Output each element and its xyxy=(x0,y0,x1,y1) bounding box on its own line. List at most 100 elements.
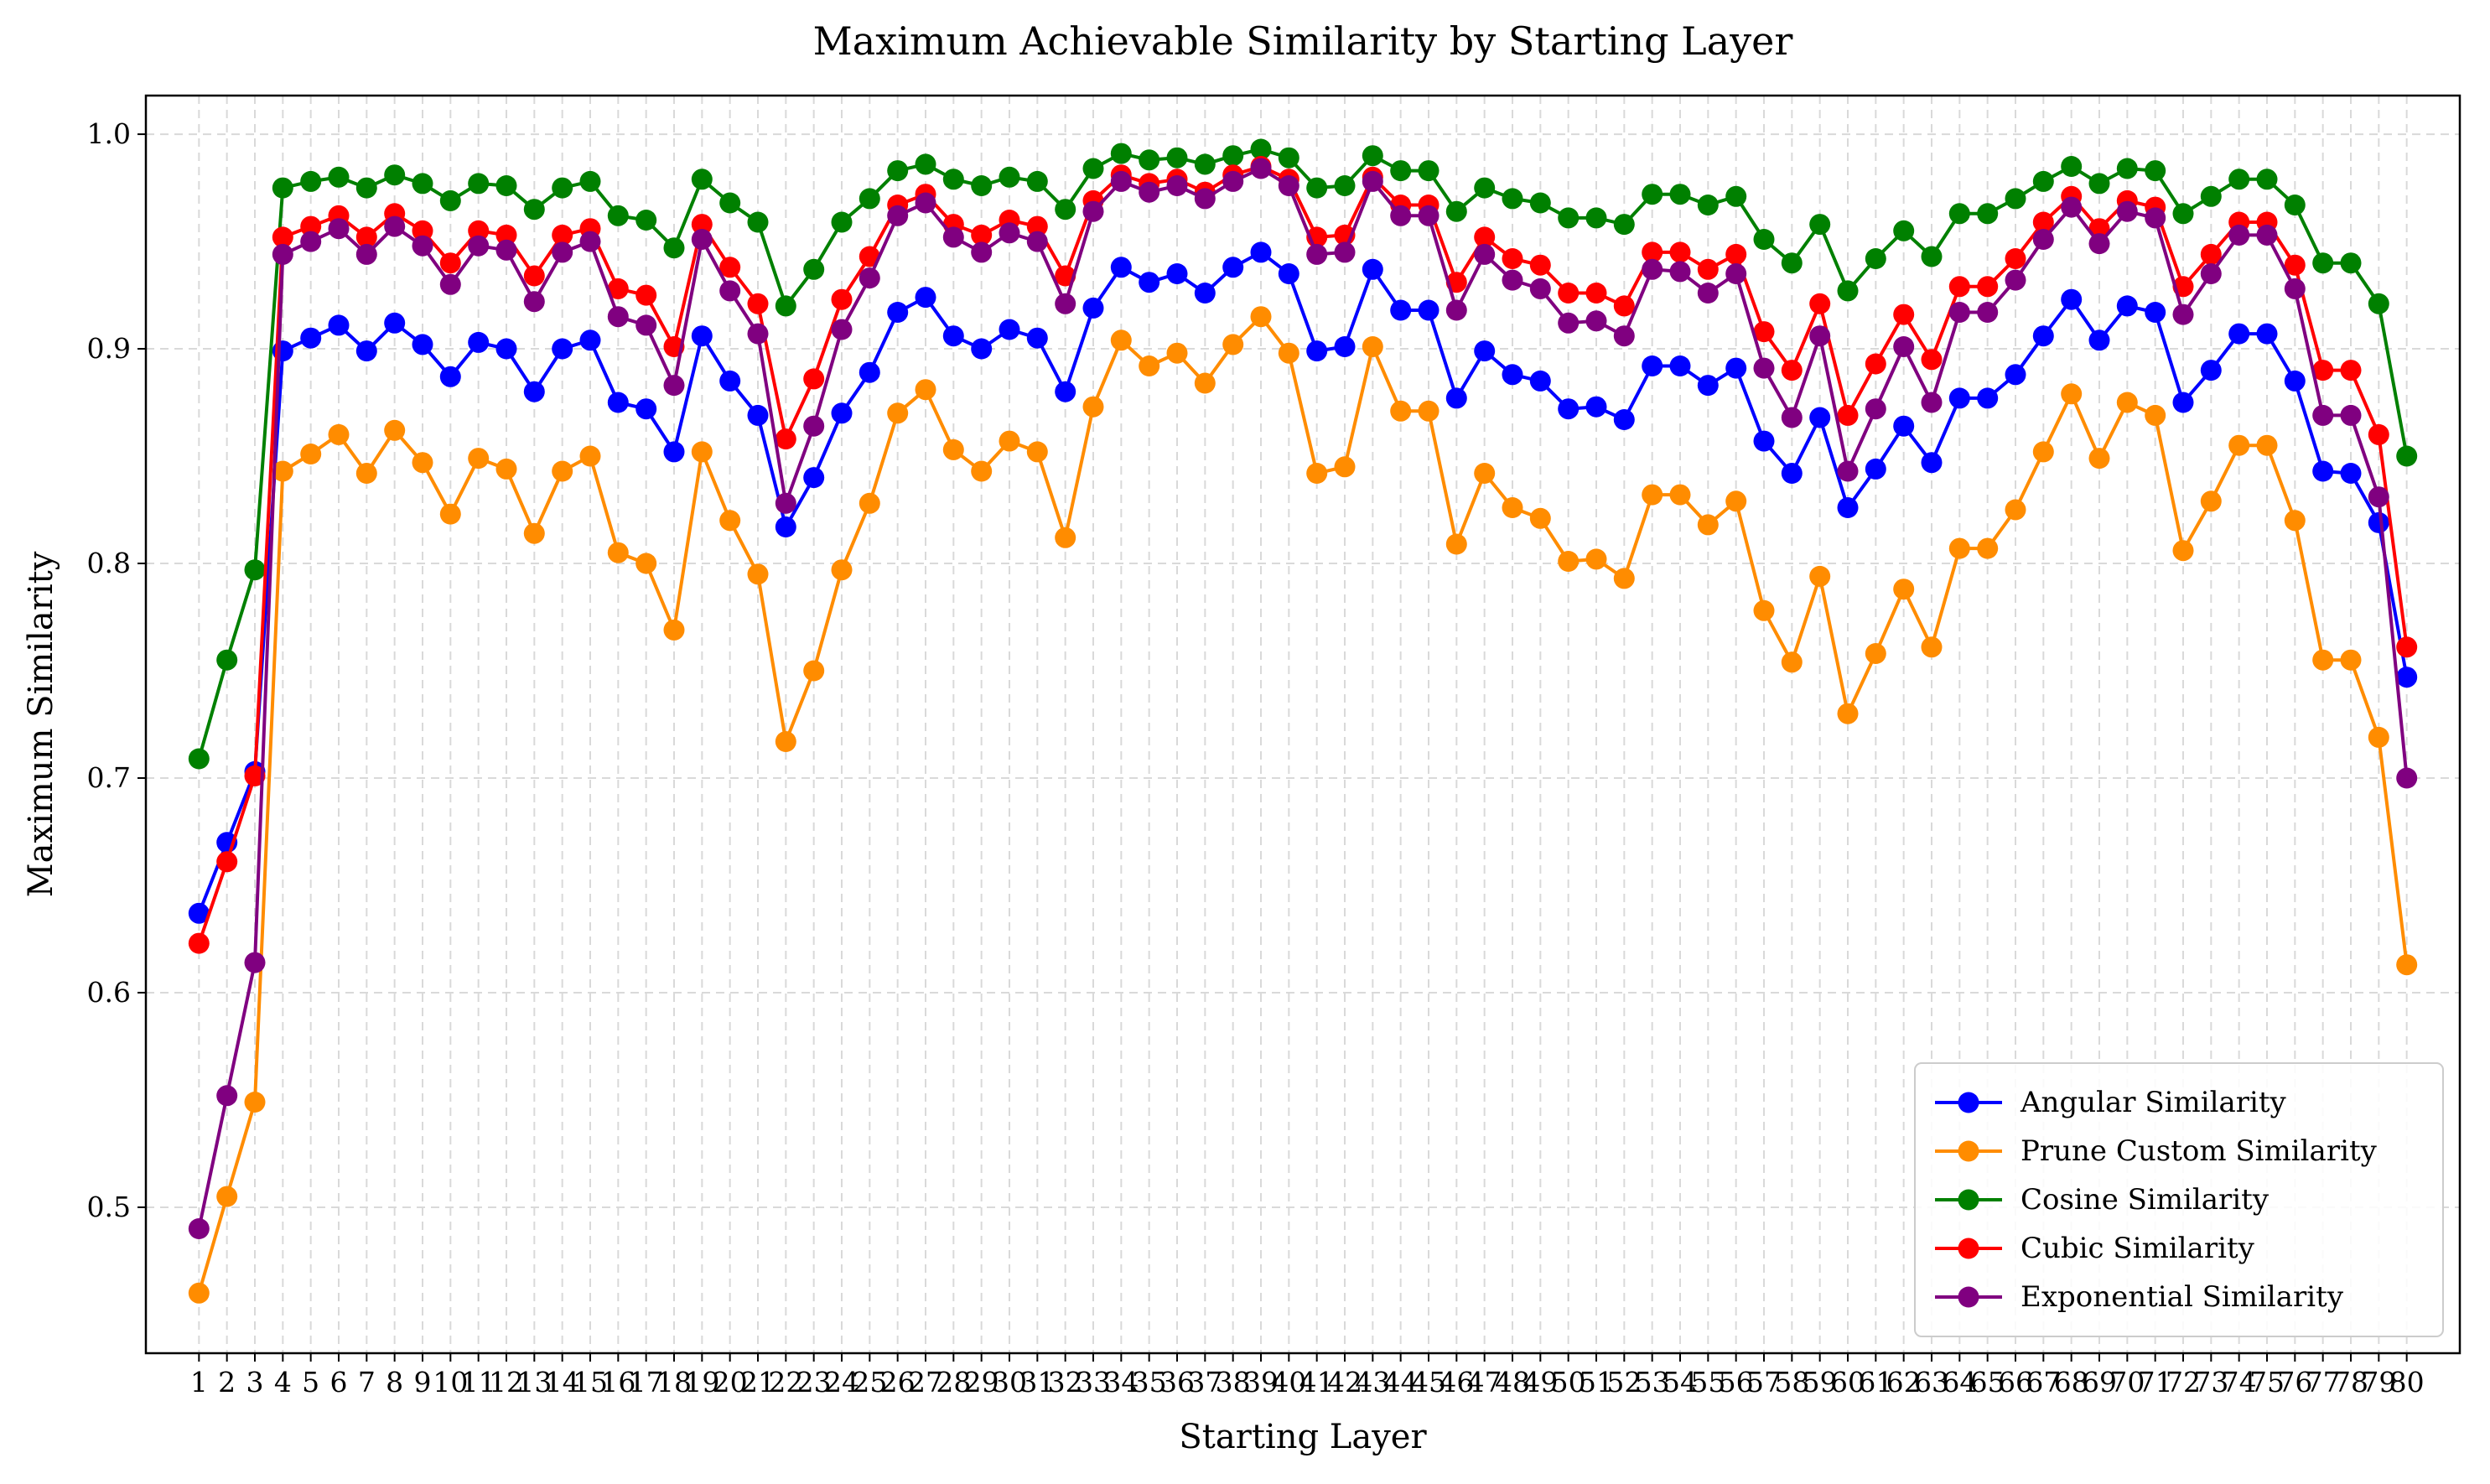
x-tick-label: 77 xyxy=(2306,1366,2341,1398)
data-point xyxy=(2088,448,2110,470)
data-point xyxy=(2005,248,2026,269)
x-tick-label: 67 xyxy=(2026,1366,2061,1398)
data-point xyxy=(1082,396,1104,418)
data-point xyxy=(719,192,741,214)
data-point xyxy=(2116,295,2138,317)
data-point xyxy=(1502,269,1523,291)
data-point xyxy=(328,218,350,240)
data-point xyxy=(1725,490,1747,512)
data-point xyxy=(1502,364,1523,386)
data-point xyxy=(635,284,657,306)
data-point xyxy=(1529,278,1551,299)
data-point xyxy=(2256,434,2278,456)
legend-label: Cubic Similarity xyxy=(2021,1232,2255,1265)
data-point xyxy=(1418,400,1440,422)
data-point xyxy=(1026,215,1048,237)
data-point xyxy=(635,553,657,574)
data-point xyxy=(1194,372,1216,394)
x-tick-label: 59 xyxy=(1803,1366,1838,1398)
data-point xyxy=(1977,537,1999,559)
x-tick-label: 20 xyxy=(713,1366,748,1398)
data-point xyxy=(552,177,573,199)
data-point xyxy=(1139,181,1160,203)
data-point xyxy=(1110,143,1132,164)
data-point xyxy=(859,361,880,383)
legend-label: Exponential Similarity xyxy=(2021,1280,2344,1314)
data-point xyxy=(1697,375,1719,397)
data-point xyxy=(216,649,238,671)
data-point xyxy=(1921,636,1943,658)
x-tick-label: 49 xyxy=(1523,1366,1558,1398)
data-point xyxy=(1474,463,1496,484)
data-point xyxy=(2284,254,2306,276)
data-point xyxy=(2088,173,2110,195)
data-point xyxy=(663,619,685,641)
data-point xyxy=(2088,218,2110,240)
x-tick-label: 7 xyxy=(358,1366,376,1398)
data-point xyxy=(1837,497,1859,518)
data-point xyxy=(1781,463,1803,484)
data-point xyxy=(747,563,769,585)
data-point xyxy=(2228,224,2250,246)
data-point xyxy=(188,902,210,924)
data-point xyxy=(2061,383,2083,405)
data-point xyxy=(2200,360,2222,381)
data-point xyxy=(2368,423,2389,445)
data-point xyxy=(384,164,406,186)
data-point xyxy=(412,220,433,241)
data-point xyxy=(663,375,685,397)
data-point xyxy=(1445,200,1467,222)
data-point xyxy=(2005,364,2026,386)
data-point xyxy=(1529,254,1551,276)
data-point xyxy=(915,379,936,401)
data-point xyxy=(1697,195,1719,215)
data-point xyxy=(2172,392,2194,413)
data-point xyxy=(1642,258,1663,280)
data-point xyxy=(607,306,629,328)
data-point xyxy=(2032,211,2054,233)
data-point xyxy=(1585,396,1607,418)
data-point xyxy=(1055,527,1076,548)
data-point xyxy=(1502,497,1523,518)
data-point xyxy=(887,302,909,323)
data-point xyxy=(1977,276,1999,298)
data-point xyxy=(1585,548,1607,570)
series-angular-similarity xyxy=(188,241,2418,924)
legend-box xyxy=(1914,1062,2444,1337)
x-tick-label: 53 xyxy=(1635,1366,1670,1398)
data-point xyxy=(1921,349,1943,371)
x-axis-ticks: 1 2 3 4 5 6 7 8 9 1011121314151617181920212223242… xyxy=(190,1353,2425,1398)
x-tick-label: 21 xyxy=(740,1366,776,1398)
data-point xyxy=(300,215,322,237)
data-point xyxy=(1529,507,1551,529)
y-axis-ticks: 0.5 0.6 0.7 0.8 0.9 1.0 xyxy=(87,117,146,1223)
data-point xyxy=(719,257,741,278)
data-point xyxy=(1865,458,1886,480)
data-point xyxy=(439,252,461,274)
data-point xyxy=(1921,452,1943,474)
data-point xyxy=(1474,177,1496,199)
data-point xyxy=(2368,726,2389,748)
data-point xyxy=(523,381,545,402)
data-point xyxy=(328,423,350,445)
x-tick-label: 35 xyxy=(1132,1366,1167,1398)
data-point xyxy=(887,205,909,226)
data-point xyxy=(1474,243,1496,265)
data-point xyxy=(1642,484,1663,506)
data-point xyxy=(1558,312,1580,334)
x-tick-label: 17 xyxy=(629,1366,664,1398)
data-point xyxy=(2368,511,2389,533)
data-point xyxy=(691,169,713,190)
data-point xyxy=(2340,404,2362,426)
data-point xyxy=(1669,241,1691,263)
data-point xyxy=(1837,404,1859,426)
x-tick-label: 79 xyxy=(2361,1366,2396,1398)
data-point xyxy=(2312,404,2334,426)
x-tick-label: 15 xyxy=(573,1366,608,1398)
data-point xyxy=(971,224,993,246)
data-point xyxy=(2172,540,2194,562)
data-point xyxy=(552,460,573,482)
data-point xyxy=(1921,392,1943,413)
data-point xyxy=(2368,486,2389,508)
data-point xyxy=(831,211,853,233)
